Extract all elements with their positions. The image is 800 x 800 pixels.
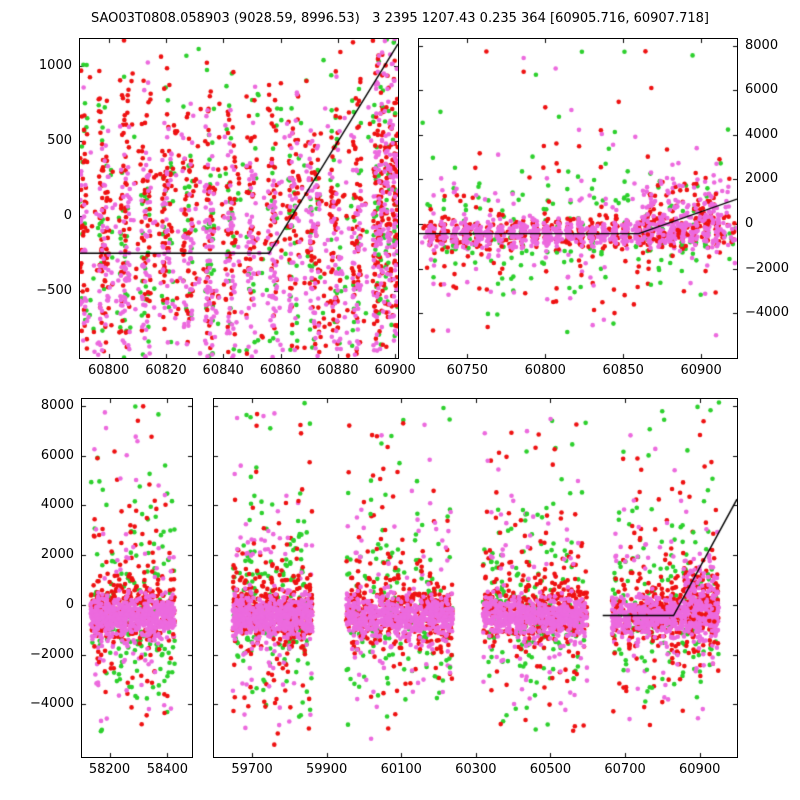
x-tick-label-bottom-right: 59900 bbox=[305, 762, 348, 777]
x-tick-label-top-left: 60800 bbox=[87, 363, 130, 378]
scatter-canvas-top-right bbox=[419, 39, 737, 358]
y-tick-label-top-right: 2000 bbox=[745, 171, 779, 187]
y-tick-label-top-left: 1000 bbox=[38, 58, 72, 74]
x-tick-label-top-left: 60860 bbox=[259, 363, 302, 378]
y-tick-label-top-left: 500 bbox=[47, 133, 72, 149]
x-tick-label-top-right: 60750 bbox=[446, 363, 488, 378]
x-tick-label-top-left: 60840 bbox=[202, 363, 244, 378]
scatter-canvas-bottom-right bbox=[214, 399, 737, 757]
y-tick-label-top-left: −500 bbox=[36, 282, 72, 298]
x-tick-label-bottom-right: 59700 bbox=[231, 762, 273, 777]
panel-top-right bbox=[418, 38, 738, 359]
x-tick-label-top-right: 60850 bbox=[602, 363, 644, 378]
y-tick-label-top-left: 0 bbox=[63, 207, 72, 223]
x-tick-label-bottom-right: 60700 bbox=[604, 762, 646, 777]
y-tick-label-top-right: 8000 bbox=[745, 37, 779, 53]
x-tick-label-bottom-right: 60900 bbox=[679, 762, 721, 777]
panel-bottom-right bbox=[213, 398, 738, 758]
y-tick-label-bottom-left: 4000 bbox=[40, 497, 74, 513]
y-tick-label-top-right: −4000 bbox=[745, 305, 789, 321]
y-tick-label-bottom-left: 0 bbox=[65, 596, 74, 612]
x-tick-label-top-right: 60800 bbox=[524, 363, 566, 378]
y-tick-label-bottom-left: −2000 bbox=[30, 646, 74, 662]
y-tick-label-bottom-left: −4000 bbox=[30, 696, 74, 712]
scatter-canvas-bottom-left bbox=[82, 399, 192, 757]
y-tick-label-bottom-left: 2000 bbox=[40, 547, 74, 563]
x-tick-label-top-left: 60880 bbox=[317, 363, 359, 378]
x-tick-label-bottom-right: 60100 bbox=[380, 762, 422, 777]
x-tick-label-top-left: 60820 bbox=[145, 363, 187, 378]
x-tick-label-top-left: 60900 bbox=[374, 363, 416, 378]
x-tick-label-bottom-right: 60300 bbox=[455, 762, 497, 777]
y-tick-label-top-right: 6000 bbox=[745, 82, 779, 98]
x-tick-label-top-right: 60900 bbox=[680, 363, 722, 378]
panel-bottom-left bbox=[81, 398, 193, 758]
y-tick-label-top-right: 4000 bbox=[745, 126, 779, 142]
y-tick-label-bottom-left: 6000 bbox=[40, 447, 74, 463]
x-tick-label-bottom-left: 58200 bbox=[88, 762, 131, 777]
y-tick-label-bottom-left: 8000 bbox=[40, 397, 74, 413]
y-tick-label-top-right: −2000 bbox=[745, 260, 789, 276]
scatter-canvas-top-left bbox=[80, 39, 398, 358]
x-tick-label-bottom-left: 58400 bbox=[146, 762, 189, 777]
figure-title: SAO03T0808.058903 (9028.59, 8996.53) 3 2… bbox=[91, 11, 709, 26]
x-tick-label-bottom-right: 60500 bbox=[529, 762, 572, 777]
panel-top-left bbox=[79, 38, 399, 359]
y-tick-label-top-right: 0 bbox=[745, 216, 754, 231]
